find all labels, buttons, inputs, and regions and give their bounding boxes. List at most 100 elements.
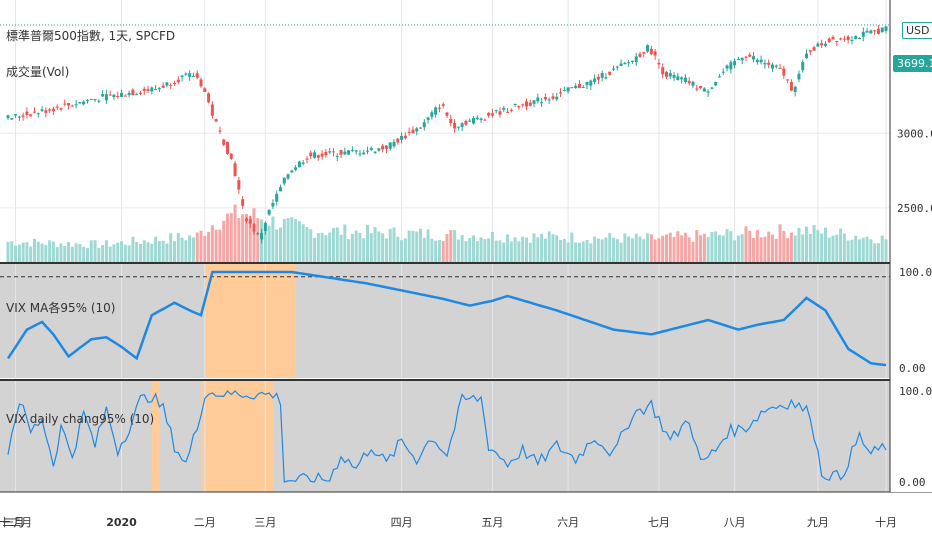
volume-bar: [21, 242, 25, 262]
volume-bar: [612, 237, 616, 262]
volume-bar: [683, 232, 687, 262]
volume-bar: [89, 240, 93, 262]
panel2-legend: VIX MA各95% (10): [6, 301, 116, 315]
volume-bar: [123, 244, 127, 262]
volume-bar: [665, 234, 668, 262]
volume-bar: [460, 235, 464, 262]
volume-bar: [226, 213, 229, 262]
candle-body: [589, 80, 593, 86]
candle-body: [101, 94, 105, 97]
candle-body: [468, 120, 472, 122]
volume-bar: [657, 238, 661, 262]
candle-body: [286, 174, 290, 179]
volume-bar: [222, 220, 226, 262]
candle-body: [668, 73, 672, 77]
candle-body: [634, 56, 638, 63]
volume-bar: [169, 233, 173, 262]
volume-bar: [78, 244, 82, 262]
volume-bar: [244, 213, 248, 262]
volume-bar: [850, 239, 854, 262]
volume-bar: [392, 227, 396, 262]
x-tick-label: 十月: [875, 515, 897, 529]
candle-body: [343, 151, 347, 155]
candle-body: [358, 153, 362, 155]
candle-body: [222, 139, 226, 145]
candle-body: [6, 115, 10, 119]
volume-bar: [320, 232, 324, 262]
volume-bar: [278, 227, 282, 262]
candle-body: [797, 73, 801, 80]
currency-button[interactable]: USD: [902, 22, 932, 39]
candle-body: [233, 163, 237, 177]
volume-bar: [502, 242, 506, 262]
volume-bar: [82, 246, 86, 262]
volume-bar: [101, 245, 105, 262]
candle-body: [301, 162, 305, 164]
candle-body: [449, 118, 453, 124]
candle-body: [403, 135, 407, 139]
candle-body: [278, 187, 282, 192]
main-y-tick-label: 2500.00: [897, 202, 932, 215]
candle-body: [430, 112, 434, 117]
candle-body: [184, 73, 188, 75]
volume-bar: [456, 239, 460, 262]
volume-bar: [820, 233, 824, 262]
candle-body: [782, 68, 786, 76]
candle-body: [339, 150, 343, 155]
candle-body: [884, 26, 888, 31]
volume-bar: [562, 238, 566, 262]
candle-body: [710, 87, 714, 89]
volume-bar: [48, 240, 52, 262]
volume-bar: [490, 231, 494, 262]
volume-bar: [831, 235, 835, 262]
volume-bar: [165, 243, 169, 262]
candle-body: [203, 88, 207, 93]
candle-body: [676, 76, 680, 81]
volume-bar: [67, 241, 71, 262]
candle-body: [774, 65, 778, 67]
volume-bar: [680, 235, 684, 262]
volume-bar: [880, 235, 884, 262]
volume-bar: [608, 233, 612, 262]
volume-bar: [763, 236, 767, 262]
volume-bar: [180, 237, 184, 262]
candle-body: [241, 199, 245, 206]
candle-body: [642, 52, 646, 54]
candle-body: [437, 107, 441, 109]
candle-body: [861, 31, 865, 37]
volume-bar: [524, 237, 528, 262]
symbol-legend: 標準普爾500指數, 1天, SPCFD: [6, 29, 176, 43]
volume-bar: [328, 232, 332, 262]
panel2-y-tick-label: 0.00: [899, 362, 926, 375]
volume-bar: [366, 224, 370, 262]
volume-bar: [407, 230, 411, 262]
candle-body: [244, 218, 248, 222]
candle-body: [464, 120, 468, 125]
volume-bar: [714, 231, 718, 262]
candle-body: [767, 62, 771, 65]
volume-bar: [827, 237, 831, 262]
candle-body: [188, 73, 192, 77]
x-tick-label: 十二月: [0, 515, 25, 529]
candle-body: [282, 177, 286, 184]
panel2-series-line: [6, 270, 887, 367]
volume-bar: [858, 239, 862, 262]
volume-bar: [755, 230, 759, 262]
panel3-y-tick-label: 100.00: [899, 385, 932, 398]
volume-bar: [471, 235, 475, 262]
candle-body: [116, 95, 120, 97]
panel3-series-line: [7, 390, 887, 483]
candle-body: [441, 104, 445, 106]
candle-body: [411, 129, 415, 134]
candle-body: [275, 193, 279, 202]
volume-bar: [29, 246, 33, 262]
volume-bar: [710, 231, 714, 262]
volume-bar: [782, 230, 786, 262]
candle-body: [55, 106, 59, 108]
candle-body: [740, 57, 744, 61]
x-tick-label: 十一月: [0, 515, 25, 529]
candle-body: [827, 38, 831, 43]
candle-body: [721, 71, 725, 73]
volume-bar: [207, 232, 211, 262]
volume-bar: [381, 233, 385, 262]
